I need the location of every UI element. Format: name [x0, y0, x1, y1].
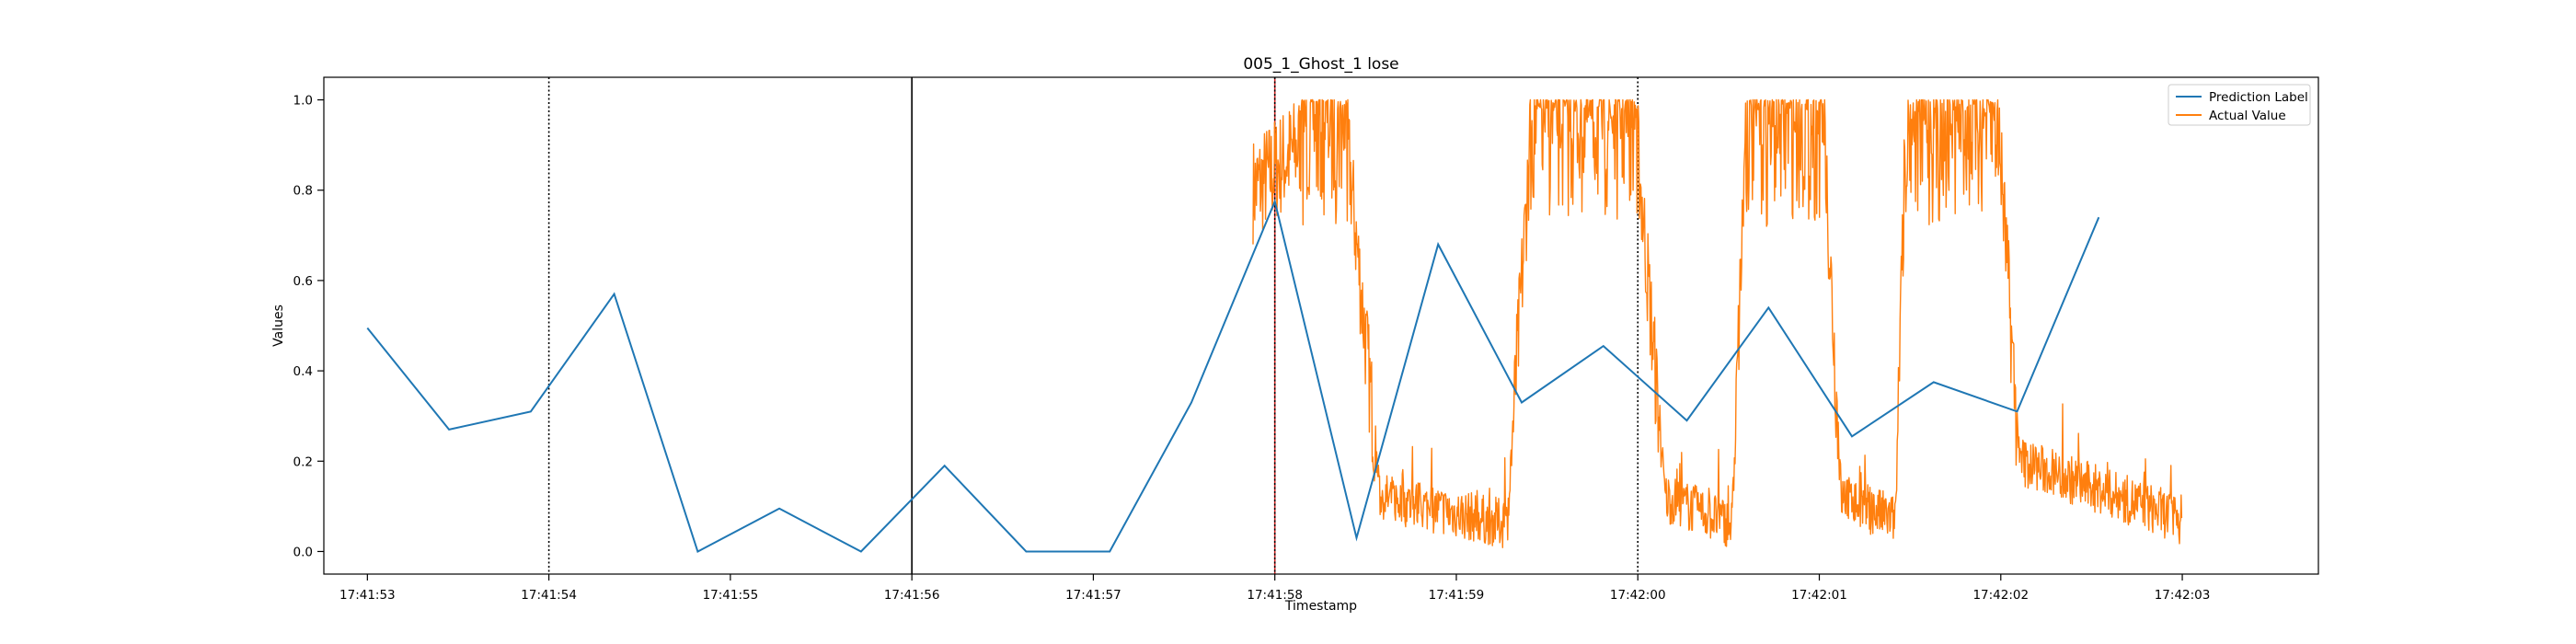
- series-actual-value-line: [1252, 98, 2183, 548]
- plot-area: [366, 77, 2183, 574]
- legend-box: [2168, 84, 2311, 126]
- x-tick-label: 17:41:58: [1247, 588, 1303, 603]
- x-tick-label: 17:41:57: [1065, 588, 1121, 603]
- y-tick-label: 0.0: [293, 545, 313, 559]
- legend-label: Actual Value: [2209, 109, 2286, 123]
- x-axis: 17:41:53 17:41:54 17:41:55 17:41:56 17:41:57…: [339, 574, 2210, 603]
- series-prediction-label-line: [366, 198, 2100, 553]
- y-tick-label: 0.4: [293, 364, 313, 379]
- y-tick-label: 0.8: [293, 184, 313, 199]
- x-tick-label: 17:41:59: [1429, 588, 1485, 603]
- plot-frame: [323, 76, 2319, 575]
- x-tick-label: 17:41:55: [703, 588, 759, 603]
- legend-label: Prediction Label: [2209, 90, 2308, 105]
- y-tick-label: 0.2: [293, 454, 313, 469]
- x-axis-label: Timestamp: [1284, 599, 1357, 614]
- x-tick-label: 17:41:54: [521, 588, 577, 603]
- y-axis: 0.0 0.2 0.4 0.6 0.8 1.0: [293, 94, 324, 559]
- x-tick-label: 17:42:01: [1791, 588, 1847, 603]
- vertical-markers: [547, 77, 1639, 574]
- y-axis-label: Values: [271, 305, 286, 347]
- x-tick-label: 17:41:53: [339, 588, 396, 603]
- y-tick-label: 1.0: [293, 94, 313, 109]
- x-tick-label: 17:41:56: [884, 588, 940, 603]
- y-tick-label: 0.6: [293, 274, 313, 289]
- x-tick-label: 17:42:02: [1972, 588, 2029, 603]
- series-layer: [366, 98, 2183, 553]
- x-tick-label: 17:42:00: [1610, 588, 1666, 603]
- chart-title: 005_1_Ghost_1 lose: [1243, 55, 1398, 74]
- x-tick-label: 17:42:03: [2155, 588, 2211, 603]
- legend: Prediction Label Actual Value: [2168, 84, 2311, 126]
